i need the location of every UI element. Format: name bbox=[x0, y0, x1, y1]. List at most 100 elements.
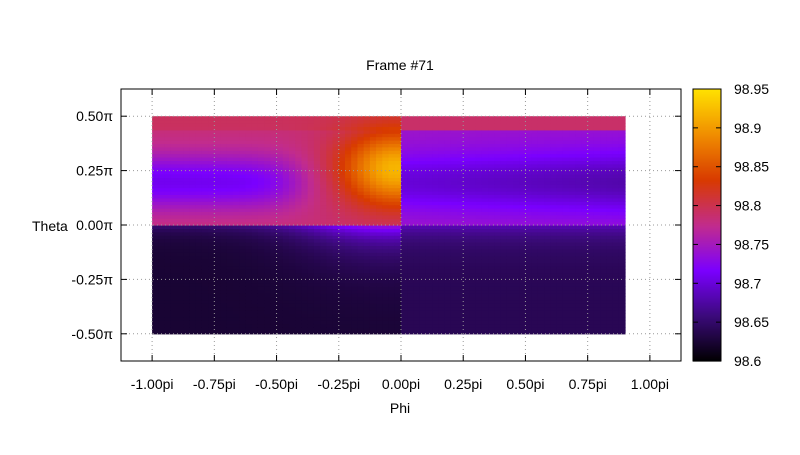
heatmap-cell bbox=[451, 320, 458, 324]
heatmap-cell bbox=[320, 181, 327, 185]
heatmap-cell bbox=[569, 320, 576, 324]
heatmap-cell bbox=[208, 215, 215, 219]
heatmap-cell bbox=[283, 147, 290, 151]
heatmap-cell bbox=[569, 205, 576, 209]
heatmap-cell bbox=[326, 147, 333, 151]
heatmap-cell bbox=[177, 181, 184, 185]
heatmap-cell bbox=[438, 154, 445, 158]
heatmap-cell bbox=[227, 303, 234, 307]
heatmap-cell bbox=[183, 269, 190, 273]
heatmap-cell bbox=[445, 239, 452, 243]
heatmap-cell bbox=[482, 147, 489, 151]
heatmap-cell bbox=[189, 164, 196, 168]
heatmap-cell bbox=[152, 147, 159, 151]
heatmap-cell bbox=[445, 286, 452, 290]
heatmap-cell bbox=[613, 269, 620, 273]
heatmap-cell bbox=[382, 286, 389, 290]
heatmap-cell bbox=[401, 171, 408, 175]
heatmap-cell bbox=[351, 164, 358, 168]
heatmap-cell bbox=[376, 239, 383, 243]
heatmap-cell bbox=[451, 269, 458, 273]
heatmap-cell bbox=[165, 171, 172, 175]
heatmap-cell bbox=[513, 130, 520, 134]
heatmap-cell bbox=[389, 269, 396, 273]
heatmap-cell bbox=[314, 154, 321, 158]
heatmap-cell bbox=[600, 164, 607, 168]
heatmap-cell bbox=[426, 130, 433, 134]
heatmap-cell bbox=[482, 130, 489, 134]
heatmap-cell bbox=[171, 269, 178, 273]
heatmap-cell bbox=[270, 320, 277, 324]
heatmap-cell bbox=[581, 320, 588, 324]
heatmap-cell bbox=[575, 154, 582, 158]
heatmap-cell bbox=[476, 181, 483, 185]
heatmap-cell bbox=[588, 188, 595, 192]
heatmap-cell bbox=[152, 171, 159, 175]
heatmap-cell bbox=[401, 137, 408, 141]
heatmap-cell bbox=[401, 198, 408, 202]
heatmap-cell bbox=[488, 239, 495, 243]
heatmap-cell bbox=[152, 164, 159, 168]
heatmap-cell bbox=[550, 181, 557, 185]
heatmap-cell bbox=[233, 188, 240, 192]
heatmap-cell bbox=[189, 249, 196, 253]
heatmap-cell bbox=[457, 320, 464, 324]
heatmap-cell bbox=[221, 181, 228, 185]
heatmap-cell bbox=[277, 116, 284, 120]
heatmap-cell bbox=[501, 188, 508, 192]
heatmap-cell bbox=[619, 154, 626, 158]
heatmap-cell bbox=[544, 147, 551, 151]
heatmap-cell bbox=[575, 137, 582, 141]
heatmap-cell bbox=[382, 320, 389, 324]
heatmap-cell bbox=[171, 232, 178, 236]
heatmap-cell bbox=[426, 269, 433, 273]
heatmap-cell bbox=[600, 147, 607, 151]
heatmap-cell bbox=[600, 181, 607, 185]
heatmap-cell bbox=[289, 198, 296, 202]
heatmap-cell bbox=[308, 116, 315, 120]
heatmap-cell bbox=[550, 171, 557, 175]
heatmap-cell bbox=[451, 232, 458, 236]
heatmap-cell bbox=[594, 198, 601, 202]
heatmap-cell bbox=[413, 239, 420, 243]
heatmap-cell bbox=[301, 116, 308, 120]
heatmap-cell bbox=[507, 249, 514, 253]
heatmap-cell bbox=[289, 269, 296, 273]
heatmap-cell bbox=[519, 215, 526, 219]
heatmap-cell bbox=[277, 232, 284, 236]
heatmap-cell bbox=[563, 320, 570, 324]
x-tick-label: 0.50pi bbox=[506, 376, 544, 392]
heatmap-cell bbox=[557, 164, 564, 168]
x-tick-label: -0.25pi bbox=[317, 376, 360, 392]
heatmap-cell bbox=[277, 286, 284, 290]
heatmap-cell bbox=[438, 137, 445, 141]
heatmap-cell bbox=[158, 205, 165, 209]
heatmap-cell bbox=[239, 232, 246, 236]
heatmap-cell bbox=[264, 303, 271, 307]
heatmap-cell bbox=[221, 171, 228, 175]
heatmap-cell bbox=[364, 269, 371, 273]
heatmap-cell bbox=[277, 249, 284, 253]
heatmap-cell bbox=[277, 164, 284, 168]
heatmap-cell bbox=[494, 130, 501, 134]
heatmap-cell bbox=[177, 286, 184, 290]
heatmap-cell bbox=[588, 239, 595, 243]
heatmap-cell bbox=[445, 181, 452, 185]
heatmap-cell bbox=[525, 130, 532, 134]
heatmap-cell bbox=[152, 269, 159, 273]
heatmap-cell bbox=[451, 116, 458, 120]
heatmap-cell bbox=[413, 130, 420, 134]
heatmap-cell bbox=[451, 181, 458, 185]
heatmap-cell bbox=[401, 232, 408, 236]
heatmap-cell bbox=[413, 249, 420, 253]
heatmap-cell bbox=[420, 215, 427, 219]
heatmap-cell bbox=[376, 154, 383, 158]
heatmap-cell bbox=[451, 239, 458, 243]
heatmap-cell bbox=[606, 286, 613, 290]
heatmap-cell bbox=[227, 232, 234, 236]
heatmap-cell bbox=[619, 188, 626, 192]
heatmap-cell bbox=[158, 303, 165, 307]
heatmap-cell bbox=[482, 249, 489, 253]
heatmap-cell bbox=[345, 130, 352, 134]
heatmap-cell bbox=[357, 130, 364, 134]
